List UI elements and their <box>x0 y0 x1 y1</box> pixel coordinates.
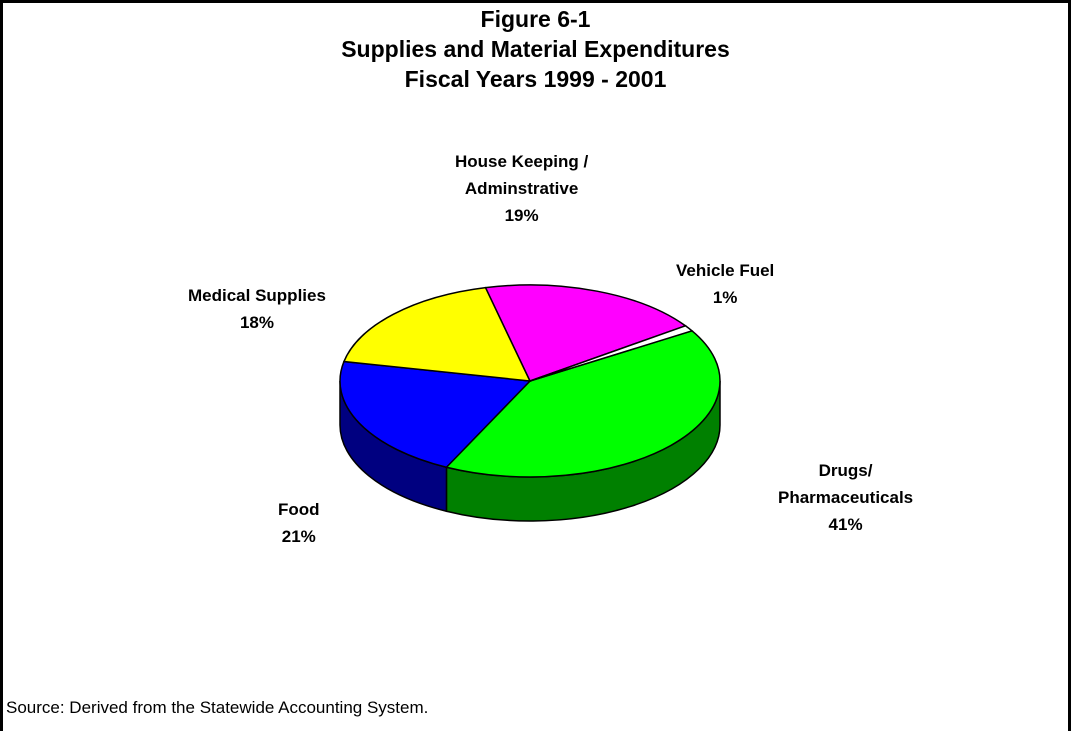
label-medical-supplies: Medical Supplies 18% <box>188 282 326 336</box>
pie-slice-4 <box>529 324 694 382</box>
title-line-1: Figure 6-1 <box>480 6 591 32</box>
label-food-name: Food <box>278 500 320 519</box>
label-housekeeping-line1: House Keeping / <box>455 152 589 171</box>
chart-title: Figure 6-1 Supplies and Material Expendi… <box>0 4 1071 94</box>
label-medical-supplies-pct: 18% <box>239 313 274 332</box>
title-line-3: Fiscal Years 1999 - 2001 <box>404 66 667 92</box>
pie-slice-0 <box>445 329 721 478</box>
label-housekeeping-pct: 19% <box>504 206 539 225</box>
label-vehicle-fuel: Vehicle Fuel 1% <box>676 257 774 311</box>
label-vehicle-fuel-pct: 1% <box>712 288 738 307</box>
source-note: Source: Derived from the Statewide Accou… <box>6 698 429 717</box>
label-medical-supplies-name: Medical Supplies <box>188 286 326 305</box>
label-drugs-line1: Drugs/ <box>818 461 873 480</box>
label-food-pct: 21% <box>281 527 316 546</box>
pie-slice-3 <box>484 284 688 382</box>
pie-slice-1 <box>339 360 532 469</box>
title-line-2: Supplies and Material Expenditures <box>341 36 730 62</box>
label-housekeeping: House Keeping / Adminstrative 19% <box>455 148 588 229</box>
label-housekeeping-line2: Adminstrative <box>464 179 579 198</box>
label-food: Food 21% <box>278 496 320 550</box>
label-vehicle-fuel-name: Vehicle Fuel <box>676 261 775 280</box>
label-drugs-pct: 41% <box>828 515 863 534</box>
label-drugs-line2: Pharmaceuticals <box>778 488 914 507</box>
label-drugs: Drugs/ Pharmaceuticals 41% <box>778 457 913 538</box>
pie-slice-2 <box>342 286 532 382</box>
